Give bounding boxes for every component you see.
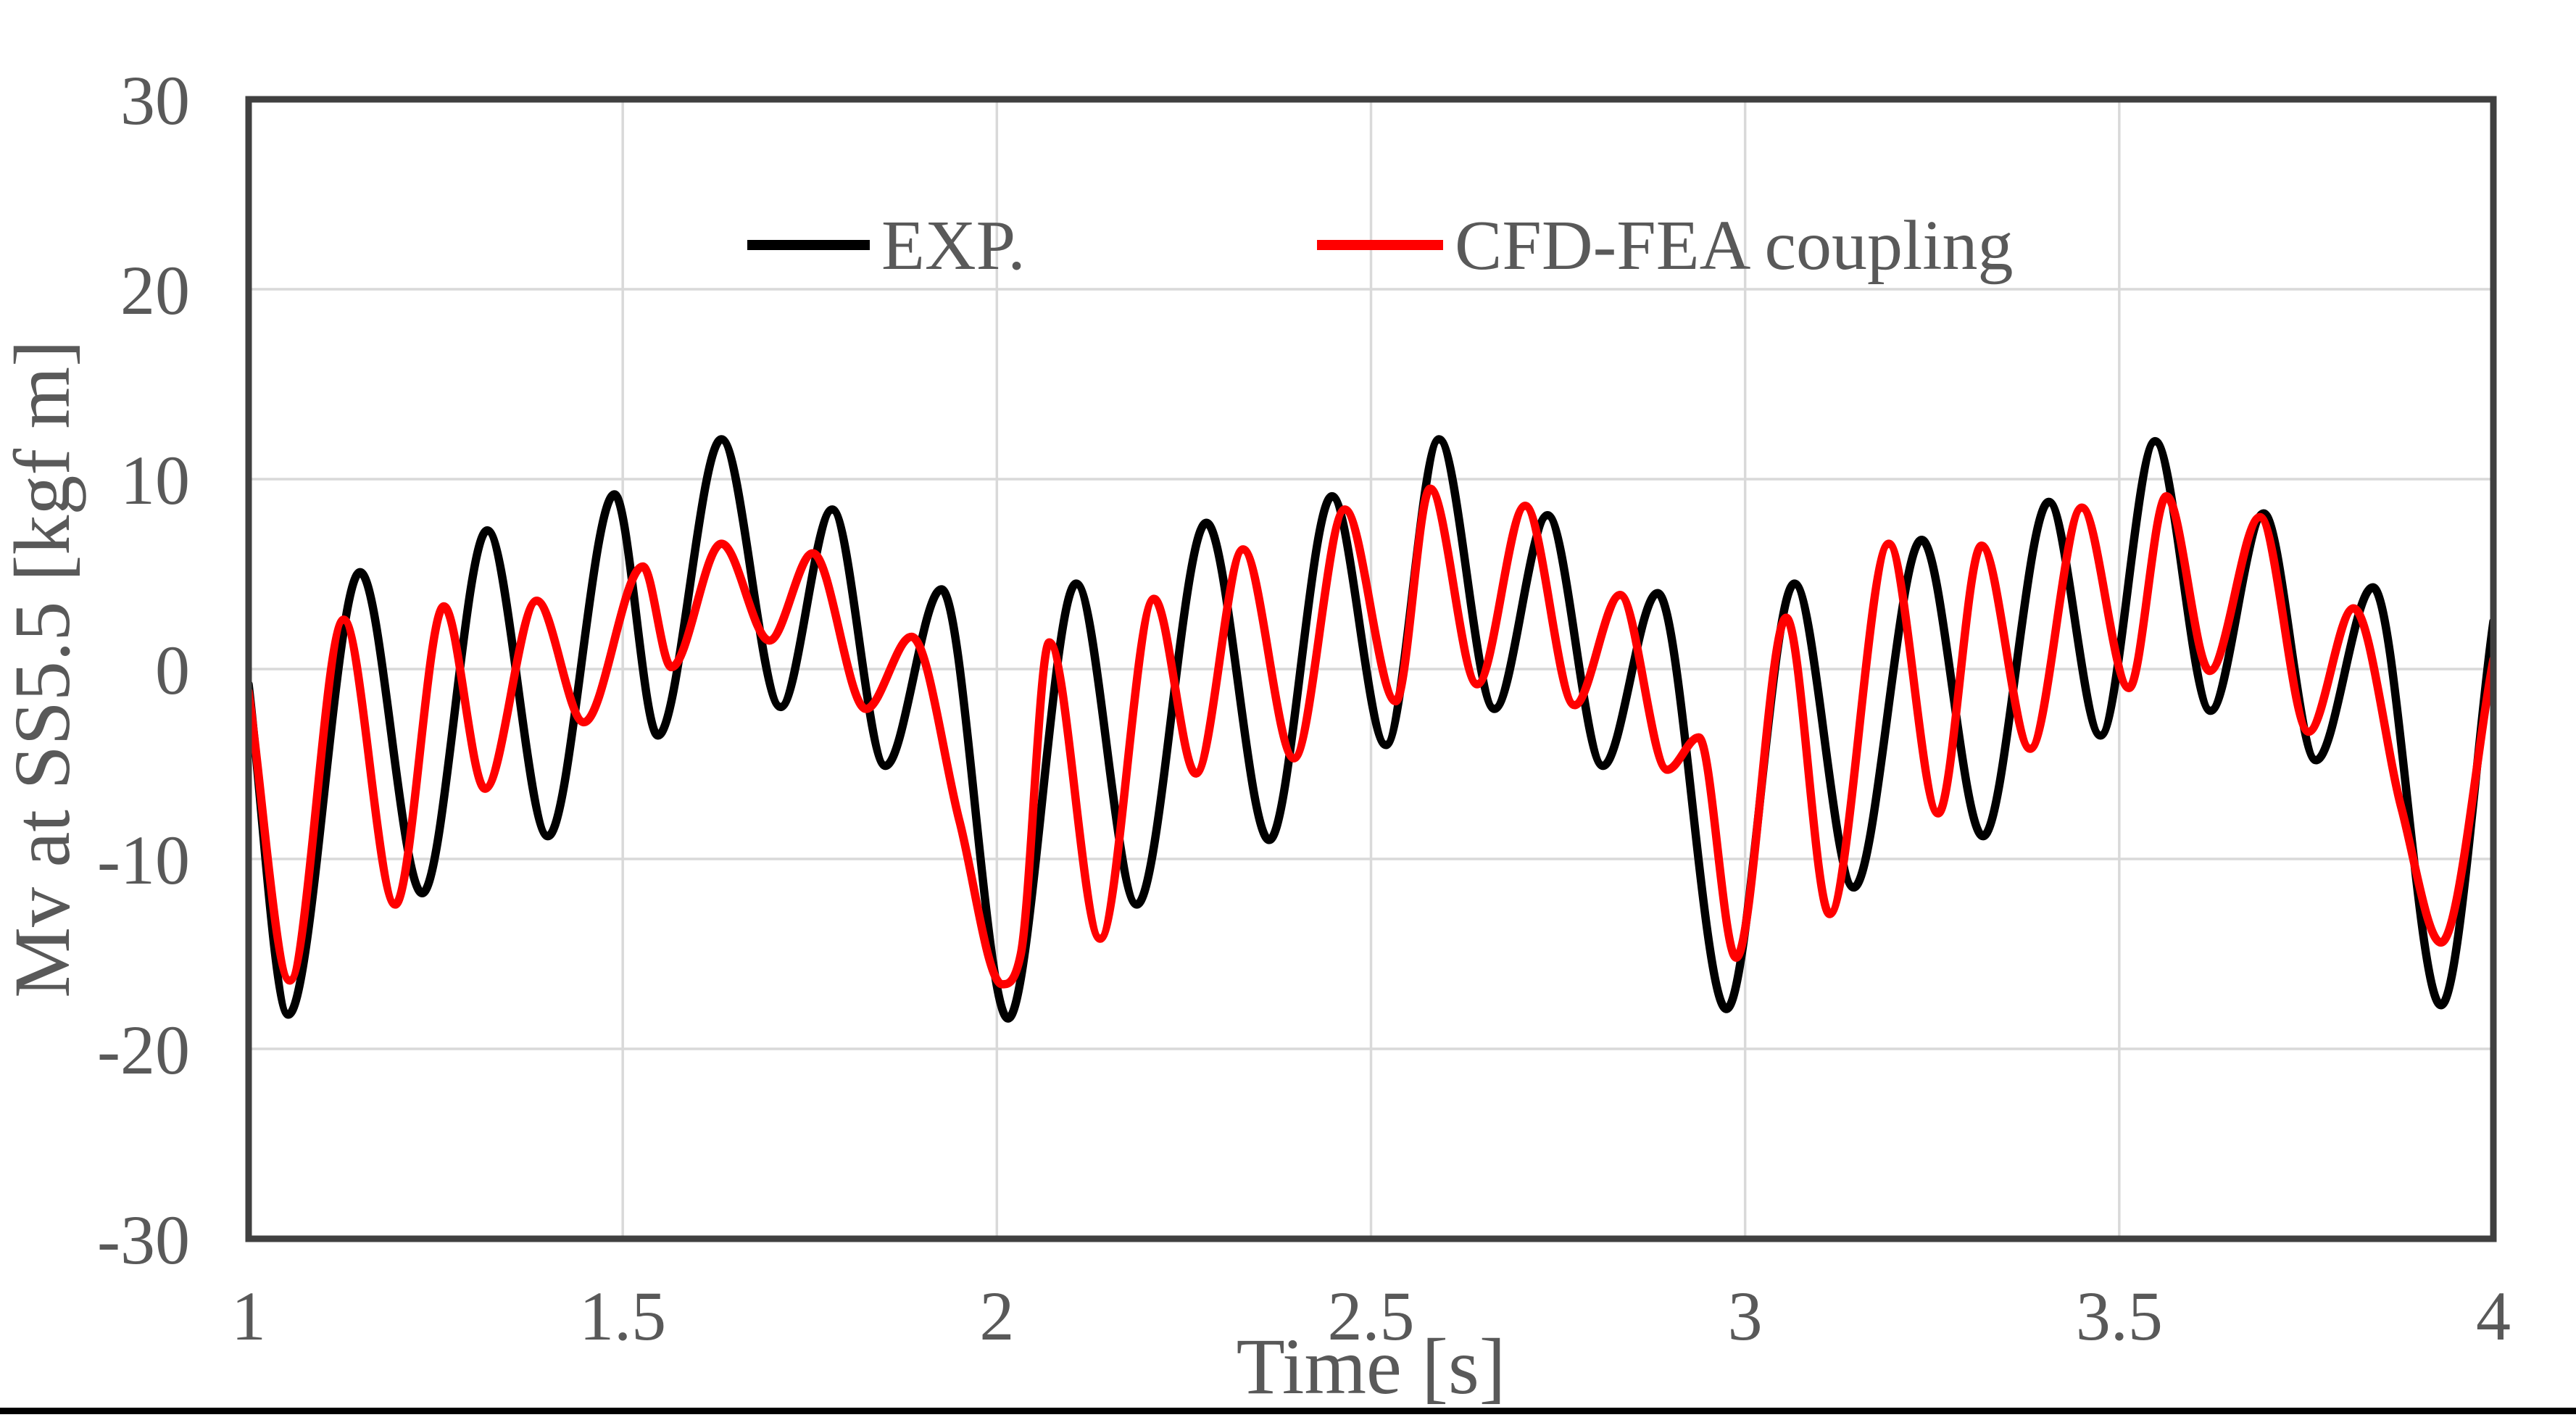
x-tick-label-3.5: 3.5 <box>2076 1277 2163 1355</box>
x-axis-title: Time [s] <box>1237 1322 1506 1411</box>
plot-area-border <box>245 96 2497 1242</box>
x-tick-label-2: 2 <box>979 1277 1014 1355</box>
y-tick-label-30: 30 <box>120 62 190 139</box>
y-tick-label--20: -20 <box>97 1011 190 1089</box>
x-tick-label-1: 1 <box>231 1277 266 1355</box>
bottom-rule <box>0 1408 2576 1414</box>
x-tick-label-3: 3 <box>1728 1277 1763 1355</box>
x-tick-label-4: 4 <box>2476 1277 2511 1355</box>
series-line-cfd-fea <box>249 484 2493 989</box>
y-tick-label--30: -30 <box>97 1201 190 1279</box>
legend-label-cfd-fea: CFD-FEA coupling <box>1455 207 2013 285</box>
series-line-exp <box>249 435 2493 1023</box>
y-tick-label-0: 0 <box>155 631 190 709</box>
x-tick-label-2.5: 2.5 <box>1328 1277 1415 1355</box>
y-tick-label--10: -10 <box>97 821 190 899</box>
legend-label-exp: EXP. <box>881 207 1026 285</box>
x-tick-label-1.5: 1.5 <box>579 1277 666 1355</box>
y-tick-label-20: 20 <box>120 252 190 329</box>
y-tick-label-10: 10 <box>120 441 190 519</box>
y-axis-title: Mv at SS5.5 [kgf m] <box>0 340 86 998</box>
